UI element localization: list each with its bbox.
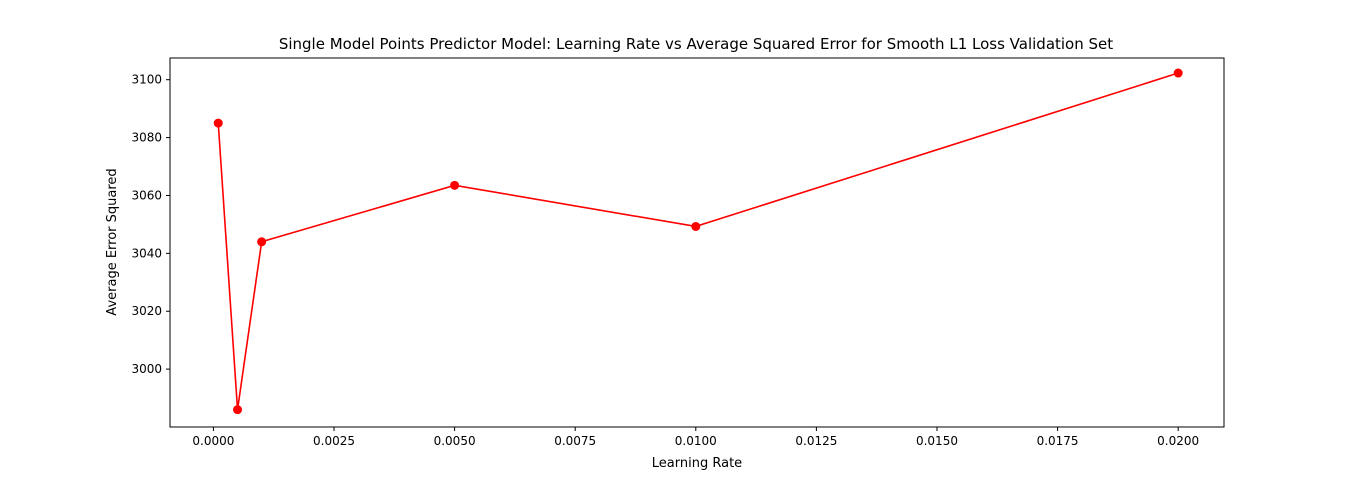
series-layer [213, 68, 1183, 415]
y-tick-label: 3020 [131, 304, 162, 318]
data-point [450, 180, 460, 190]
y-tick-label: 3100 [131, 73, 162, 87]
plot-area [169, 57, 1225, 428]
x-tick-label: 0.0150 [916, 434, 958, 448]
y-tick-label: 3080 [131, 131, 162, 145]
y-tick-label: 3040 [131, 246, 162, 260]
x-tick-label: 0.0000 [192, 434, 234, 448]
x-axis: 0.0000 0.0025 0.0050 0.0075 0.0100 0.0125 0.01… [192, 427, 1199, 448]
y-tick-label: 3060 [131, 188, 162, 202]
x-tick-label: 0.0200 [1157, 434, 1199, 448]
x-tick-label: 0.0125 [795, 434, 837, 448]
x-tick-label: 0.0025 [313, 434, 355, 448]
x-tick-label: 0.0050 [434, 434, 476, 448]
data-point [1173, 68, 1183, 78]
x-tick-label: 0.0175 [1037, 434, 1079, 448]
chart-title: Single Model Points Predictor Model: Lea… [279, 35, 1113, 53]
data-point [257, 237, 267, 247]
y-axis-label: Average Error Squared [105, 168, 120, 315]
data-point [233, 405, 243, 415]
x-tick-label: 0.0075 [554, 434, 596, 448]
series-line [217, 72, 1179, 410]
data-point [213, 118, 223, 128]
data-point [691, 221, 701, 231]
x-axis-label: Learning Rate [652, 456, 742, 471]
x-tick-label: 0.0100 [675, 434, 717, 448]
y-tick-label: 3000 [131, 362, 162, 376]
plot-frame [169, 57, 1225, 428]
y-axis: 3000 3020 3040 3060 3080 3100 [131, 73, 170, 376]
